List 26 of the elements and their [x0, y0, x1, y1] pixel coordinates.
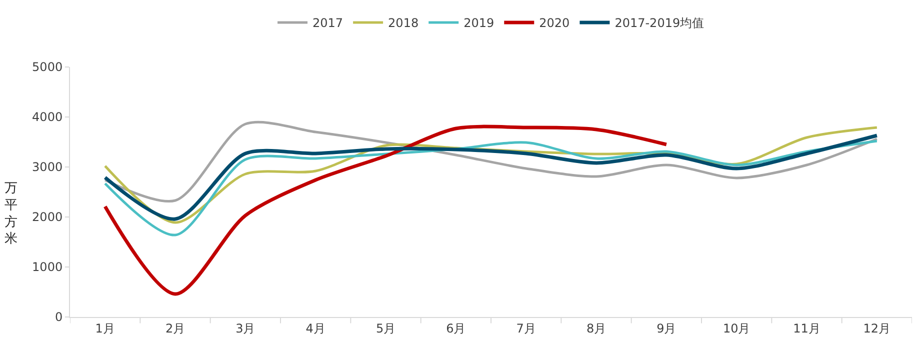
x-tick-label: 3月 — [236, 321, 256, 336]
x-tick-label: 4月 — [306, 321, 326, 336]
x-tick-label: 8月 — [586, 321, 606, 336]
legend-label: 2020 — [539, 16, 570, 30]
x-tick-label: 5月 — [376, 321, 396, 336]
line-series — [103, 124, 668, 296]
legend-label: 2017-2019均值 — [614, 16, 704, 30]
y-axis-title: 万平方米 — [4, 181, 18, 247]
legend-label: 2017 — [312, 16, 344, 30]
x-tick-label: 12月 — [863, 321, 891, 336]
y-tick-label: 5000 — [32, 60, 63, 74]
x-tick-label: 7月 — [516, 321, 536, 336]
x-tick-label: 10月 — [722, 321, 750, 336]
y-tick-label: 2000 — [32, 210, 63, 224]
x-tick-label: 11月 — [793, 321, 820, 336]
y-tick-label: 0 — [54, 310, 63, 324]
x-tick-label: 6月 — [446, 321, 466, 336]
y-tick-label: 1000 — [32, 260, 63, 274]
line-series — [104, 140, 878, 236]
y-tick-label: 4000 — [32, 110, 63, 124]
x-tick-label: 2月 — [165, 321, 186, 336]
legend-label: 2019 — [464, 16, 494, 30]
x-tick-label: 1月 — [95, 321, 115, 336]
x-tick-label: 9月 — [656, 321, 676, 336]
y-tick-label: 3000 — [32, 160, 63, 174]
legend-label: 2018 — [388, 16, 419, 30]
